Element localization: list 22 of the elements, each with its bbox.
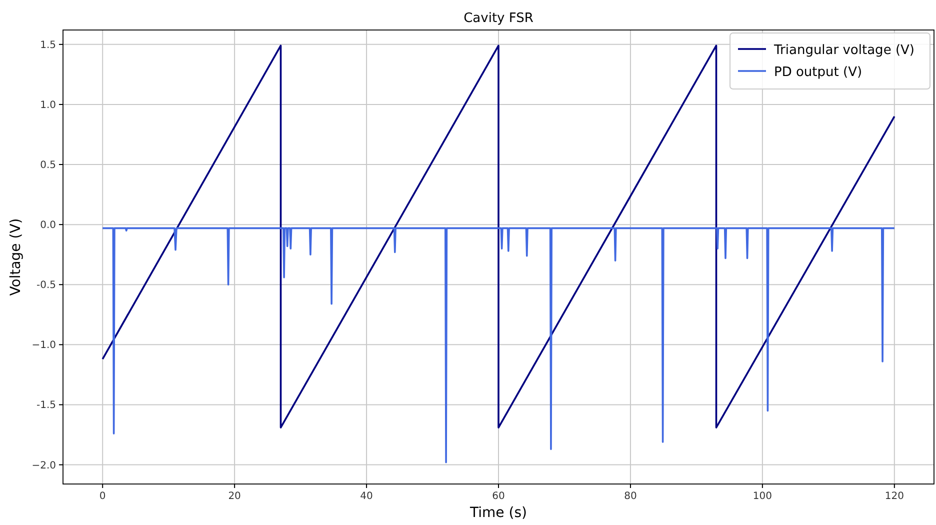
y-tick-label: 1.5 bbox=[40, 40, 56, 51]
line-series bbox=[102, 44, 896, 428]
y-tick-label: -1.5 bbox=[36, 400, 56, 412]
x-tick-label: 80 bbox=[624, 491, 637, 502]
x-axis-title: Time (s) bbox=[469, 505, 527, 521]
x-tick-label: 120 bbox=[884, 491, 904, 502]
y-tick-label: −2.0 bbox=[32, 460, 56, 472]
x-tick-label: 40 bbox=[360, 491, 373, 502]
chart-title: Cavity FSR bbox=[464, 11, 534, 26]
y-tick-label: 1.0 bbox=[40, 100, 56, 111]
y-tick-label: -0.5 bbox=[36, 280, 56, 292]
x-tick-label: 0 bbox=[99, 491, 106, 502]
y-axis-title: Voltage (V) bbox=[8, 218, 24, 296]
x-tick-label: 100 bbox=[752, 491, 772, 502]
x-tick-label: 20 bbox=[228, 491, 241, 502]
line-series bbox=[102, 227, 896, 464]
y-tick-label: 0.5 bbox=[40, 160, 56, 172]
x-tick-label: 60 bbox=[492, 491, 505, 502]
y-tick-label: 0.0 bbox=[40, 220, 56, 232]
y-tick-label: −1.0 bbox=[32, 340, 56, 352]
legend-label: Triangular voltage (V) bbox=[773, 43, 914, 58]
legend-label: PD output (V) bbox=[774, 65, 862, 80]
